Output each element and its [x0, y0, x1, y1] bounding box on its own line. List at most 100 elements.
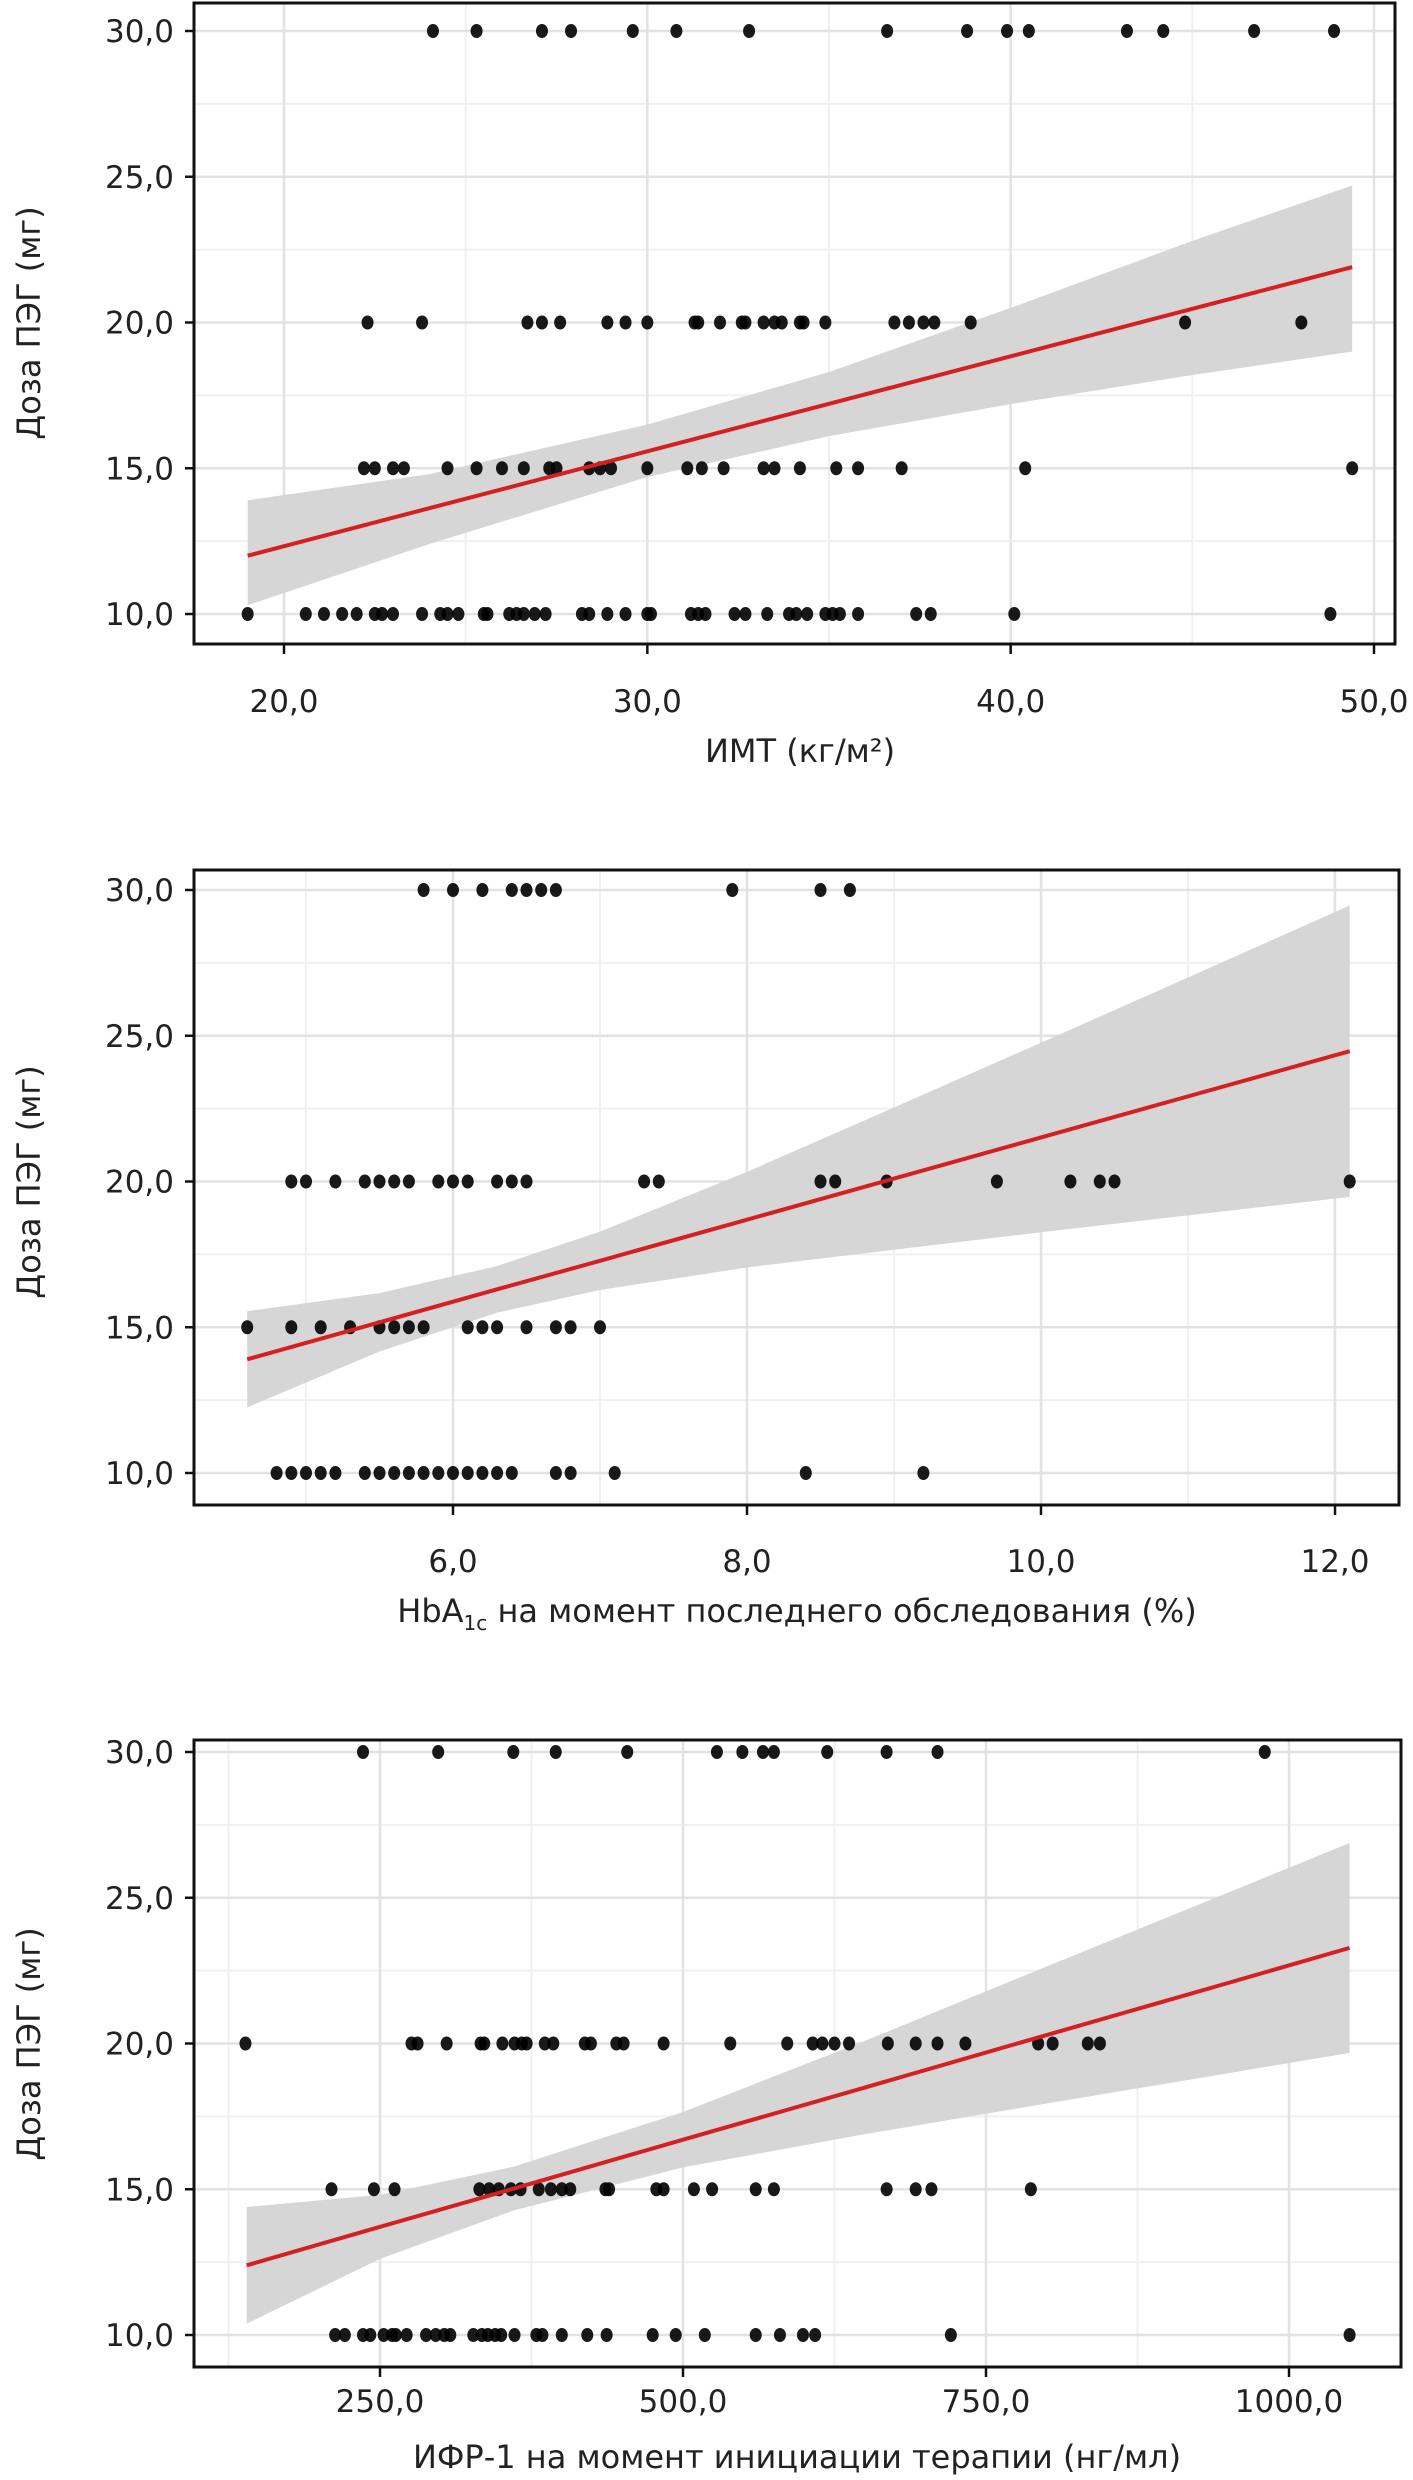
regression-line	[246, 1049, 1351, 1362]
data-point	[917, 315, 930, 330]
x-tick-label: 500,0	[639, 2384, 728, 2420]
y-tick-label: 15,0	[105, 1310, 174, 1346]
y-tick-label: 30,0	[105, 14, 174, 50]
data-point	[925, 2182, 938, 2197]
data-point	[1179, 315, 1192, 330]
data-point	[329, 1174, 342, 1189]
data-point	[358, 1466, 371, 1480]
data-point	[539, 607, 552, 621]
x-tick-label: 750,0	[942, 2384, 1031, 2420]
y-tick-label: 10,0	[105, 2318, 174, 2354]
data-point	[1001, 24, 1014, 38]
data-point	[299, 607, 312, 621]
data-point	[617, 2036, 630, 2051]
x-axis-title-part: HbA	[397, 1592, 463, 1630]
data-point	[796, 2328, 809, 2342]
data-point	[1295, 315, 1308, 330]
data-point	[843, 2036, 856, 2051]
data-point	[608, 1466, 621, 1480]
data-point	[388, 1174, 401, 1189]
data-point	[400, 2328, 413, 2342]
data-point	[491, 1320, 504, 1335]
y-tick-label: 15,0	[105, 2172, 174, 2208]
data-point	[554, 315, 567, 330]
x-tick-label: 12,0	[1300, 1544, 1369, 1580]
data-point	[909, 2182, 922, 2197]
data-point	[416, 315, 429, 330]
x-tick-label: 250,0	[336, 2384, 425, 2420]
regression-line	[247, 265, 1353, 558]
data-point	[1093, 2036, 1106, 2051]
y-tick-label: 10,0	[105, 597, 174, 633]
data-point	[781, 2036, 794, 2051]
data-point	[816, 2036, 829, 2051]
data-point	[387, 607, 399, 621]
data-point	[411, 2036, 424, 2051]
data-point	[549, 1745, 562, 1759]
data-point	[417, 1320, 430, 1335]
y-tick-label: 15,0	[105, 451, 174, 487]
data-point	[1343, 2328, 1356, 2342]
data-point	[621, 1745, 634, 1759]
data-point	[692, 315, 705, 330]
data-point	[687, 2182, 700, 2197]
y-tick-label: 25,0	[105, 160, 174, 196]
x-tick-label: 40,0	[976, 684, 1045, 720]
data-point	[426, 24, 439, 38]
data-point	[669, 2328, 682, 2342]
data-point	[888, 315, 901, 330]
data-point	[880, 1745, 893, 1759]
data-point	[814, 883, 827, 897]
data-point	[473, 2182, 486, 2197]
data-point	[757, 315, 770, 330]
data-point	[902, 315, 915, 330]
data-point	[710, 1745, 723, 1759]
x-axis-title-subscript: 1c	[464, 1611, 488, 1635]
data-point	[402, 1174, 415, 1189]
regression-line	[246, 1945, 1351, 2268]
data-point	[532, 2182, 545, 2197]
data-point	[317, 607, 330, 621]
data-point	[821, 1745, 834, 1759]
data-point	[852, 607, 865, 621]
data-point	[626, 24, 639, 38]
data-point	[432, 1466, 445, 1480]
data-point	[535, 883, 548, 897]
data-point	[285, 1466, 298, 1480]
x-tick-label: 20,0	[249, 684, 318, 720]
data-point	[476, 1320, 489, 1335]
x-axis-title: HbA1c на момент последнего обследования …	[397, 1592, 1196, 1635]
data-point	[619, 607, 632, 621]
data-point	[444, 2328, 457, 2342]
data-point	[714, 315, 726, 330]
data-point	[726, 883, 739, 897]
data-point	[895, 461, 908, 476]
data-point	[549, 1466, 562, 1480]
y-tick-label: 25,0	[105, 1881, 174, 1917]
data-point	[357, 1745, 370, 1759]
data-point	[814, 1174, 827, 1189]
data-point	[699, 607, 712, 621]
data-point	[476, 883, 489, 897]
data-point	[706, 2182, 719, 2197]
data-point	[601, 315, 614, 330]
x-tick-label: 30,0	[613, 684, 682, 720]
x-tick-label: 50,0	[1339, 684, 1408, 720]
data-point	[801, 607, 814, 621]
data-point	[505, 883, 518, 897]
chart-hba1c-vs-dose: 10,0 15,0 20,0 25,0 30,0 6,0 8,0 10,0 12,0 Доза …	[10, 868, 1401, 1635]
data-point	[429, 2328, 442, 2342]
data-point	[402, 1466, 415, 1480]
data-point	[564, 1320, 577, 1335]
data-point	[447, 883, 459, 897]
data-point	[388, 2182, 401, 2197]
data-point	[843, 883, 856, 897]
data-point	[358, 1174, 371, 1189]
data-point	[544, 2182, 557, 2197]
data-point	[1343, 1174, 1356, 1189]
data-point	[1019, 461, 1032, 476]
data-point	[1046, 2036, 1059, 2051]
data-point	[657, 2036, 670, 2051]
data-point	[432, 1174, 445, 1189]
data-point	[695, 461, 708, 476]
